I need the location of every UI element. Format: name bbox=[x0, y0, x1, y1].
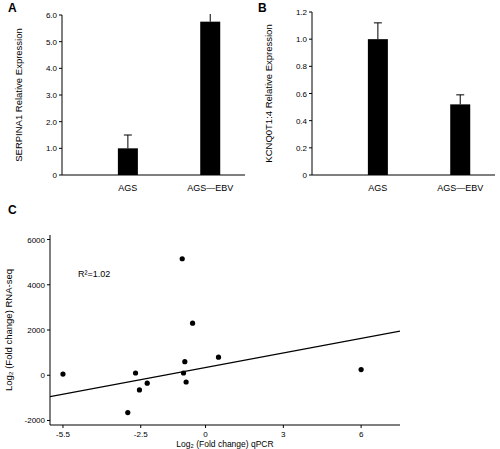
point bbox=[216, 355, 221, 360]
y-tick-label: 0 bbox=[53, 171, 58, 180]
error-bar bbox=[206, 14, 214, 22]
y-tick-label: 0.6 bbox=[296, 90, 308, 99]
plot-marks bbox=[118, 14, 220, 175]
y-tick-label: 6000 bbox=[27, 236, 45, 245]
x-tick bbox=[62, 425, 63, 428]
error-bar bbox=[374, 23, 382, 39]
y-tick-label: 1.0 bbox=[46, 144, 58, 153]
y-tick-label: 1.2 bbox=[296, 8, 308, 17]
y-tick bbox=[47, 239, 50, 240]
y-tick bbox=[309, 93, 312, 94]
x-tick-label: AGS bbox=[118, 183, 137, 193]
trend-line bbox=[50, 331, 400, 397]
panel-label: B bbox=[258, 1, 267, 15]
y-tick bbox=[47, 375, 50, 376]
point bbox=[137, 387, 142, 392]
panel-c: C -2000 0 2000 4000 6000 Log₂ (Fold change) RN… bbox=[3, 203, 400, 449]
x-tick bbox=[140, 425, 141, 428]
point bbox=[60, 372, 65, 377]
y-tick bbox=[59, 68, 62, 69]
point bbox=[184, 379, 189, 384]
error-bar bbox=[456, 95, 464, 105]
point bbox=[180, 256, 185, 261]
error-bar bbox=[124, 135, 132, 148]
point bbox=[145, 381, 150, 386]
x-tick-label: 6 bbox=[359, 430, 364, 439]
figure: A 0 1.0 2.0 3.0 4.0 5.0 6.0 SERPINA1 Relative Ex… bbox=[0, 0, 500, 449]
plot-marks bbox=[368, 23, 470, 175]
y-tick-label: 4000 bbox=[27, 281, 45, 290]
y-tick bbox=[59, 41, 62, 42]
point bbox=[182, 359, 187, 364]
x-tick bbox=[283, 425, 284, 428]
panel-b: B 0 0.2 0.4 0.6 0.8 1.0 1.2 KCNQ0T1:4 Relative E… bbox=[258, 1, 495, 193]
y-tick bbox=[47, 284, 50, 285]
x-axis bbox=[50, 425, 400, 426]
y-tick bbox=[59, 148, 62, 149]
y-tick bbox=[47, 420, 50, 421]
y-tick-label: -2000 bbox=[25, 416, 46, 425]
bar bbox=[450, 104, 470, 175]
y-tick bbox=[309, 147, 312, 148]
point bbox=[133, 370, 138, 375]
y-axis-title: KCNQ0T1:4 Relative Expression bbox=[263, 24, 274, 162]
error-cap bbox=[374, 22, 382, 23]
error-cap bbox=[124, 135, 132, 136]
y-tick bbox=[59, 15, 62, 16]
y-tick-label: 1.0 bbox=[296, 35, 308, 44]
point bbox=[359, 367, 364, 372]
y-tick-label: 0.4 bbox=[296, 117, 308, 126]
x-tick-label: AGS—EBV bbox=[437, 183, 483, 193]
error-cap bbox=[456, 94, 464, 95]
y-tick bbox=[47, 330, 50, 331]
y-tick bbox=[59, 95, 62, 96]
y-tick-label: 5.0 bbox=[46, 38, 58, 47]
bar bbox=[118, 148, 138, 175]
y-tick-label: 0 bbox=[41, 371, 46, 380]
x-tick-label: -5.5 bbox=[56, 430, 70, 439]
point bbox=[190, 321, 195, 326]
bar bbox=[368, 39, 388, 175]
y-tick bbox=[309, 66, 312, 67]
x-tick-label: AGS—EBV bbox=[187, 183, 233, 193]
error-stem bbox=[127, 135, 128, 148]
panel-label: C bbox=[8, 203, 17, 217]
y-tick bbox=[309, 120, 312, 121]
y-tick-label: 4.0 bbox=[46, 64, 58, 73]
y-tick-label: 6.0 bbox=[46, 11, 58, 20]
panel-a: A 0 1.0 2.0 3.0 4.0 5.0 6.0 SERPINA1 Relative Ex… bbox=[8, 1, 245, 193]
y-tick bbox=[309, 39, 312, 40]
y-tick bbox=[59, 121, 62, 122]
y-axis-title: Log₂ (Fold change) RNA-seq bbox=[3, 269, 14, 391]
x-axis-title: Log₂ (Fold change) qPCR bbox=[176, 439, 273, 449]
background bbox=[0, 0, 500, 449]
x-tick-label: 0 bbox=[203, 430, 208, 439]
y-tick-label: 2.0 bbox=[46, 118, 58, 127]
error-stem bbox=[460, 95, 461, 105]
error-stem bbox=[377, 23, 378, 39]
y-axis-title: SERPINA1 Relative Expression bbox=[13, 28, 24, 162]
x-tick bbox=[205, 425, 206, 428]
bar bbox=[200, 22, 220, 175]
y-tick-label: 0 bbox=[303, 171, 308, 180]
y-tick-label: 2000 bbox=[27, 326, 45, 335]
x-tick-label: 3 bbox=[281, 430, 286, 439]
y-tick bbox=[309, 175, 312, 176]
error-stem bbox=[210, 14, 211, 22]
y-tick-label: 0.2 bbox=[296, 144, 308, 153]
x-tick-label: AGS bbox=[368, 183, 387, 193]
y-tick-label: 0.8 bbox=[296, 62, 308, 71]
panel-label: A bbox=[8, 1, 17, 15]
y-tick bbox=[309, 12, 312, 13]
plot-marks bbox=[50, 256, 400, 415]
point bbox=[125, 410, 130, 415]
point bbox=[181, 370, 186, 375]
x-tick bbox=[361, 425, 362, 428]
y-tick bbox=[59, 175, 62, 176]
annotation: R²=1.02 bbox=[78, 269, 110, 279]
y-tick-label: 3.0 bbox=[46, 91, 58, 100]
x-tick-label: -2.5 bbox=[134, 430, 148, 439]
